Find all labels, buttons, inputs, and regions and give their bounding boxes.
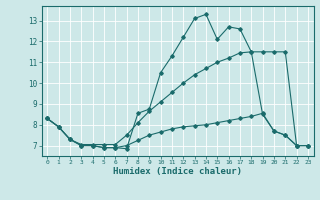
X-axis label: Humidex (Indice chaleur): Humidex (Indice chaleur) xyxy=(113,167,242,176)
